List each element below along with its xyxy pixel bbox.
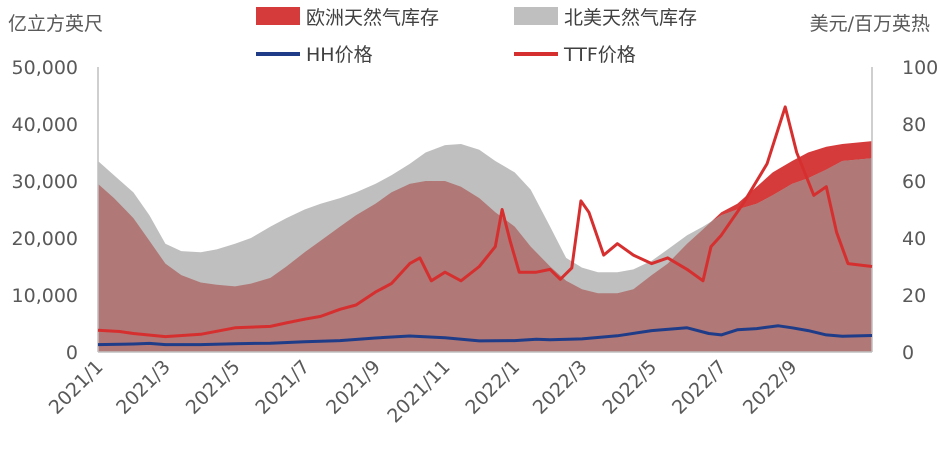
storage-overlap-area <box>98 144 872 352</box>
storage-areas <box>98 141 872 352</box>
x-tick-label: 2021/9 <box>322 356 385 419</box>
right-tick-label: 60 <box>902 171 926 193</box>
x-tick-label: 2022/5 <box>598 356 661 419</box>
left-axis-unit: 亿立方英尺 <box>8 13 103 35</box>
left-tick-label: 40,000 <box>12 114 78 136</box>
price-lines <box>97 105 873 347</box>
x-tick-label: 2022/9 <box>739 356 802 419</box>
legend-swatch-na <box>514 7 558 25</box>
left-tick-label: 10,000 <box>12 285 78 307</box>
x-tick-label: 2021/5 <box>182 356 245 419</box>
legend-label-na: 北美天然气库存 <box>564 7 697 29</box>
x-tick-label: 2022/3 <box>529 356 592 419</box>
hh-price-line <box>97 324 873 347</box>
x-tick-label: 2022/7 <box>668 356 731 419</box>
right-tick-label: 100 <box>902 57 938 79</box>
left-tick-label: 50,000 <box>12 57 78 79</box>
x-tick-label: 2021/1 <box>45 356 108 419</box>
legend-label-europe: 欧洲天然气库存 <box>306 7 439 29</box>
left-tick-label: 30,000 <box>12 171 78 193</box>
right-axis-unit: 美元/百万英热 <box>810 13 930 35</box>
legend: 欧洲天然气库存 北美天然气库存 HH价格 TTF价格 <box>256 7 697 66</box>
legend-label-hh: HH价格 <box>306 44 373 66</box>
right-tick-label: 80 <box>902 114 926 136</box>
ttf-price-line <box>97 105 873 339</box>
left-tick-label: 0 <box>66 342 78 364</box>
legend-label-ttf: TTF价格 <box>563 44 636 66</box>
right-tick-label: 20 <box>902 285 926 307</box>
right-tick-label: 0 <box>902 342 914 364</box>
x-tick-label: 2021/11 <box>383 356 454 427</box>
x-tick-label: 2021/7 <box>251 356 314 419</box>
right-tick-label: 40 <box>902 228 926 250</box>
axes <box>97 67 873 353</box>
left-tick-label: 20,000 <box>12 228 78 250</box>
x-tick-label: 2022/1 <box>461 356 524 419</box>
legend-swatch-europe <box>256 7 300 25</box>
x-tick-label: 2021/3 <box>112 356 175 419</box>
